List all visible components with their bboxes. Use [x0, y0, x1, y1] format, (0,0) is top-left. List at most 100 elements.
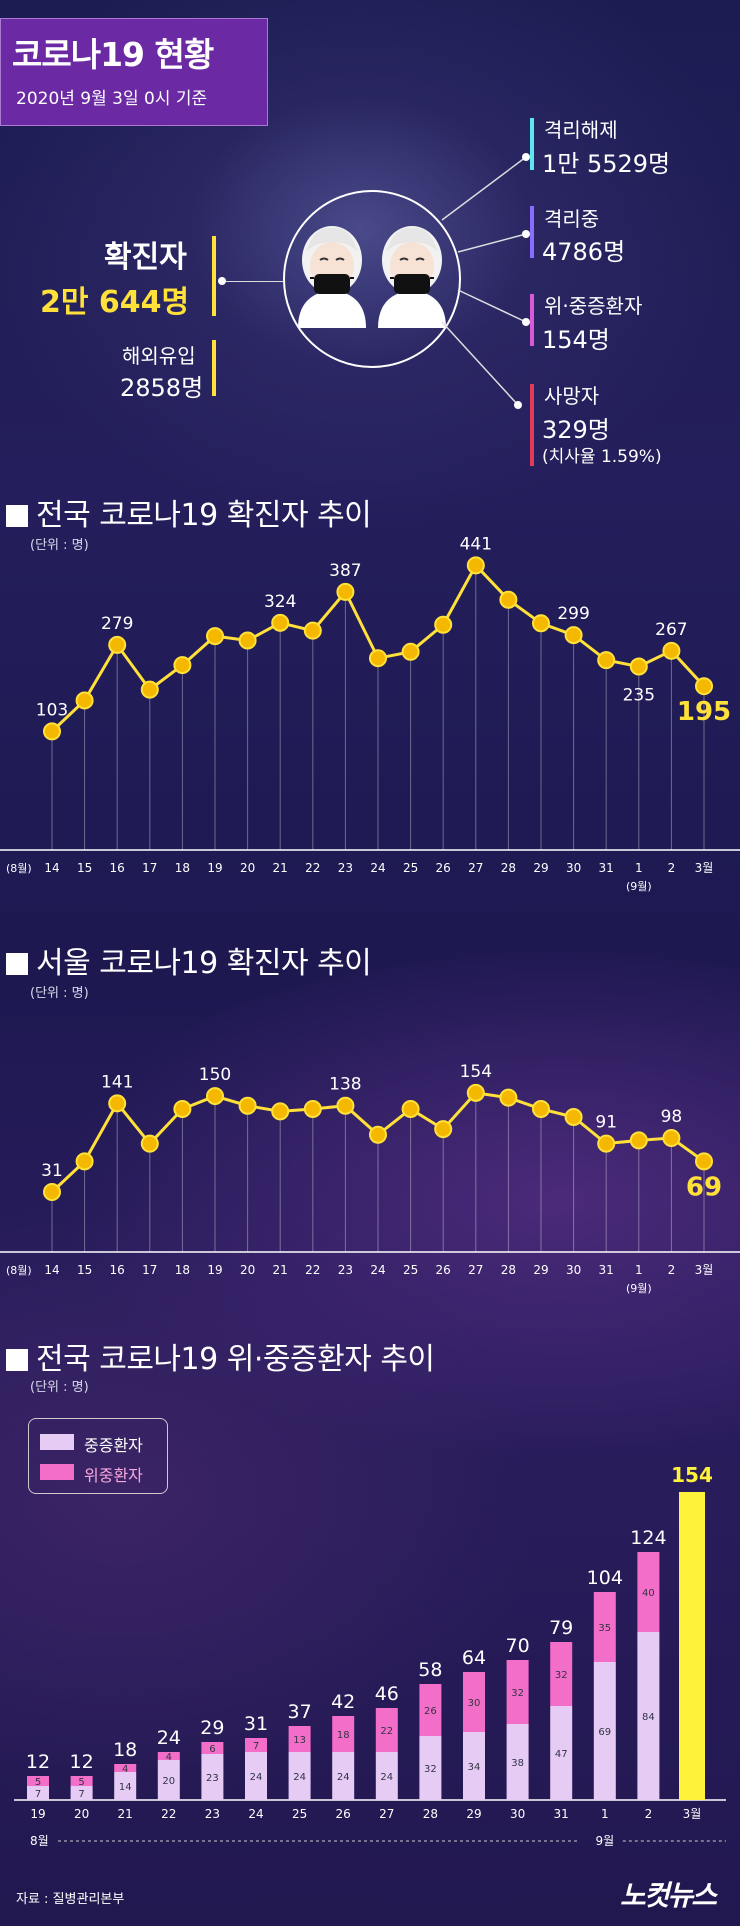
x-tick-label: 30 — [566, 861, 581, 875]
deaths-bar — [530, 384, 534, 466]
x-tick-label: 24 — [370, 861, 385, 875]
national-chart-title-text: 전국 코로나19 확진자 추이 — [36, 498, 372, 533]
data-point — [173, 656, 192, 675]
data-point — [173, 1099, 192, 1118]
bar-severe — [506, 1724, 529, 1800]
severe-value-label: 69 — [598, 1727, 611, 1738]
critical-value-label: 18 — [337, 1730, 350, 1741]
critical-value-label: 30 — [468, 1698, 481, 1709]
bar-critical — [114, 1764, 137, 1772]
x-tick-label: 2 — [668, 1263, 676, 1277]
x-tick-label: 29 — [466, 1807, 481, 1821]
data-label: 324 — [264, 592, 296, 612]
data-point — [597, 651, 616, 670]
total-label: 79 — [549, 1617, 573, 1639]
data-label: 387 — [329, 561, 361, 581]
x-tick-label: 30 — [566, 1263, 581, 1277]
data-point — [303, 1099, 322, 1118]
data-point — [271, 613, 290, 632]
released-label: 격리해제 — [544, 118, 618, 142]
total-label: 42 — [331, 1691, 355, 1713]
total-label: 12 — [26, 1751, 50, 1773]
critical-value-label: 4 — [166, 1752, 172, 1763]
data-label: 91 — [595, 1113, 617, 1133]
data-point — [336, 582, 355, 601]
month-label-sep: 9월 — [595, 1834, 614, 1848]
data-label: 299 — [557, 604, 589, 624]
square-bullet-icon — [6, 953, 28, 975]
total-label: 24 — [157, 1727, 181, 1749]
severe-value-label: 20 — [162, 1776, 175, 1787]
critical-chart-title: 전국 코로나19 위·중증환자 추이 — [6, 1334, 435, 1378]
x-month-label-sep: (9월) — [626, 1282, 652, 1295]
x-tick-label: 3월 — [683, 1807, 702, 1821]
critical-value-label: 7 — [253, 1741, 259, 1752]
data-point — [629, 1131, 648, 1150]
total-label: 154 — [671, 1463, 713, 1487]
x-tick-label: 29 — [533, 1263, 548, 1277]
bar-total — [679, 1492, 705, 1800]
critical-label: 위·중증환자 — [544, 294, 643, 318]
data-point — [662, 1128, 681, 1147]
seoul-chart-title: 서울 코로나19 확진자 추이 — [6, 938, 372, 982]
bar-severe — [332, 1752, 355, 1800]
x-tick-label: 2 — [668, 861, 676, 875]
data-point — [629, 657, 648, 676]
page-title: 코로나19 현황 — [12, 35, 214, 74]
x-tick-label: 20 — [240, 861, 255, 875]
bar-critical — [245, 1738, 267, 1752]
x-tick-label: 25 — [292, 1807, 307, 1821]
bar-critical — [27, 1776, 49, 1786]
data-point — [75, 691, 94, 710]
severe-value-label: 47 — [555, 1749, 568, 1760]
masked-people-icon — [298, 226, 446, 328]
square-bullet-icon — [6, 505, 28, 527]
bar-severe — [637, 1632, 660, 1800]
data-point — [271, 1102, 290, 1121]
x-tick-label: 1 — [635, 861, 643, 875]
data-point — [401, 642, 420, 661]
data-label: 150 — [199, 1065, 231, 1085]
data-point — [336, 1096, 355, 1115]
confirmed-dot — [218, 277, 226, 285]
x-tick-label: 28 — [501, 1263, 516, 1277]
data-point — [434, 615, 453, 634]
legend-swatch-critical — [40, 1464, 74, 1480]
x-tick-label: 23 — [338, 861, 353, 875]
severe-value-label: 14 — [119, 1782, 132, 1793]
chart-legend — [28, 1418, 168, 1494]
x-tick-label: 24 — [370, 1263, 385, 1277]
data-point — [532, 1099, 550, 1118]
data-point — [401, 1099, 420, 1118]
severe-value-label: 24 — [293, 1772, 306, 1783]
x-tick-label: 22 — [161, 1807, 176, 1821]
x-tick-label: 25 — [403, 1263, 418, 1277]
bar-severe — [593, 1662, 616, 1800]
data-label: 69 — [686, 1172, 722, 1202]
bar-severe — [463, 1732, 485, 1800]
x-tick-label: 16 — [110, 861, 125, 875]
bar-severe — [288, 1752, 311, 1800]
x-tick-label: 21 — [273, 861, 288, 875]
data-point — [75, 1152, 94, 1171]
x-tick-label: 19 — [207, 861, 222, 875]
data-point — [466, 1083, 485, 1102]
confirmed-bar — [212, 236, 216, 316]
source-note: 자료 : 질병관리본부 — [16, 1892, 125, 1907]
x-tick-label: 24 — [248, 1807, 263, 1821]
bar-critical — [157, 1752, 180, 1760]
x-tick-label: 17 — [142, 1263, 157, 1277]
total-label: 37 — [288, 1701, 312, 1723]
bar-severe — [114, 1772, 137, 1800]
square-bullet-icon — [6, 1349, 28, 1371]
x-tick-label: 28 — [501, 861, 516, 875]
bar-critical — [593, 1592, 616, 1662]
x-tick-label: 15 — [77, 861, 92, 875]
confirmed-label: 확진자 — [104, 240, 187, 275]
critical-value-label: 5 — [35, 1777, 41, 1788]
data-point — [695, 677, 713, 696]
data-point — [43, 1183, 61, 1202]
data-label: 103 — [36, 700, 68, 720]
data-point — [369, 1125, 387, 1144]
fatality-note: (치사율 1.59%) — [542, 447, 662, 467]
